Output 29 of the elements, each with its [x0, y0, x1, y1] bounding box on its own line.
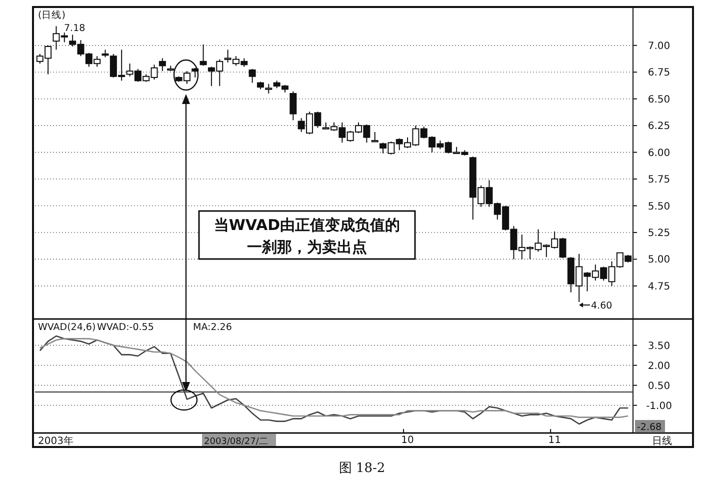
annotation: 当WVAD由正值变成负值的: [214, 216, 400, 234]
text: 日线: [652, 435, 672, 447]
y-tick-label: 0.50: [648, 380, 670, 392]
y-tick-label: 5.25: [648, 228, 670, 239]
annotation: 7.18: [64, 23, 86, 34]
text: -2.68: [637, 422, 662, 433]
text: 2003/08/27/二: [204, 437, 268, 447]
y-tick-label: 4.75: [648, 281, 670, 292]
annotation: 一刹那，为卖出点: [247, 238, 367, 256]
y-tick-label: 6.50: [648, 94, 670, 106]
x-tick-label: 10: [401, 435, 414, 446]
annotation: 4.60: [591, 300, 612, 312]
y-tick-label: 3.50: [648, 340, 670, 352]
y-tick-label: 5.00: [648, 254, 670, 266]
annotation: MA:2.26: [193, 322, 232, 333]
y-tick-label: 5.50: [648, 201, 670, 212]
y-tick-label: 2.00: [648, 360, 670, 372]
y-tick-label: 6.25: [648, 121, 670, 132]
y-tick-label: 5.75: [648, 174, 670, 186]
y-tick-label: 6.00: [648, 148, 670, 159]
x-tick-label: 11: [548, 435, 561, 446]
chart-title: (日线): [38, 9, 66, 21]
y-tick-label: -1.00: [646, 400, 672, 412]
caption: 图 18-2: [338, 461, 386, 476]
y-tick-label: 7.00: [648, 40, 670, 52]
y-tick-label: 6.75: [648, 68, 670, 79]
text: 2003年: [38, 435, 74, 447]
annotation: WVAD:-0.55: [97, 322, 154, 333]
chart-title: WVAD(24,6): [38, 322, 96, 333]
